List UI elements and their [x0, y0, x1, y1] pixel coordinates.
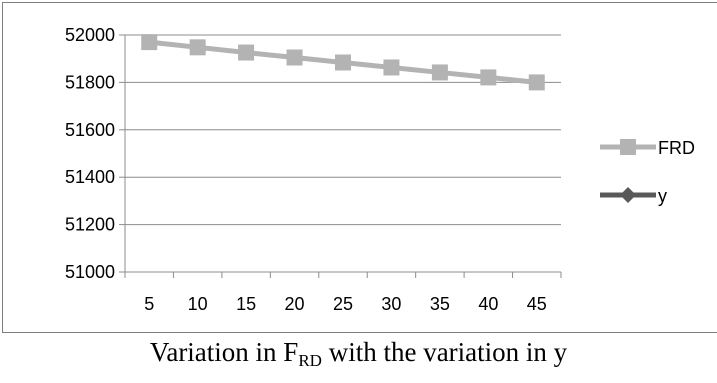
data-point-FRD [431, 64, 448, 81]
caption-prefix: Variation in F [149, 337, 299, 367]
x-tick-label: 40 [478, 294, 498, 314]
x-tick-label: 10 [188, 294, 208, 314]
y-tick-label: 51200 [65, 215, 115, 235]
y-tick-label: 51800 [65, 72, 115, 92]
axes [119, 34, 562, 278]
caption-suffix: with the variation in y [321, 337, 568, 367]
data-point-FRD [480, 69, 497, 86]
data-point-FRD [286, 49, 303, 66]
x-tick-label: 25 [333, 294, 353, 314]
data-point-FRD [141, 34, 158, 51]
x-tick-label: 15 [236, 294, 256, 314]
x-tick-label: 45 [527, 294, 547, 314]
legend-marker-y [620, 187, 636, 203]
data-point-FRD [383, 59, 400, 76]
plot-svg: 51000 51200 51400 51600 51800 52000 5 10 15 20 25… [65, 25, 695, 314]
x-tick-labels: 5 10 15 20 25 30 35 40 45 [144, 294, 547, 314]
data-point-FRD [238, 44, 255, 61]
figure-caption: Variation in FRD with the variation in y [0, 337, 717, 371]
series-marks [141, 34, 545, 91]
data-point-FRD [189, 39, 206, 56]
caption-subscript: RD [298, 351, 322, 370]
legend-label-FRD: FRD [658, 138, 695, 158]
y-tick-label: 51600 [65, 120, 115, 140]
legend: FRD y [600, 138, 695, 206]
y-tick-label: 51000 [65, 262, 115, 282]
data-point-FRD [528, 74, 545, 91]
legend-marker-FRD [620, 139, 636, 155]
x-tick-label: 5 [144, 294, 154, 314]
x-tick-label: 30 [381, 294, 401, 314]
x-tick-label: 35 [430, 294, 450, 314]
x-tick-label: 20 [285, 294, 305, 314]
chart-area: 51000 51200 51400 51600 51800 52000 5 10 15 20 25… [2, 2, 717, 333]
legend-label-y: y [658, 186, 667, 206]
data-point-FRD [335, 54, 351, 71]
y-tick-label: 52000 [65, 25, 115, 45]
y-tick-label: 51400 [65, 167, 115, 187]
y-tick-labels: 51000 51200 51400 51600 51800 52000 [65, 25, 115, 282]
